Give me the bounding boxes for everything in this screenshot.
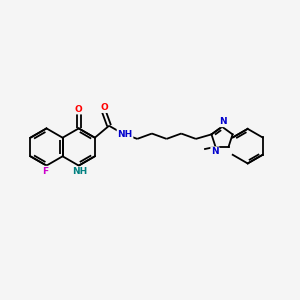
Text: N: N: [211, 147, 219, 156]
Text: N: N: [219, 117, 226, 126]
Text: O: O: [75, 105, 83, 114]
Text: NH: NH: [117, 130, 133, 139]
Text: F: F: [42, 167, 48, 176]
Text: O: O: [101, 103, 108, 112]
Text: NH: NH: [73, 167, 88, 176]
